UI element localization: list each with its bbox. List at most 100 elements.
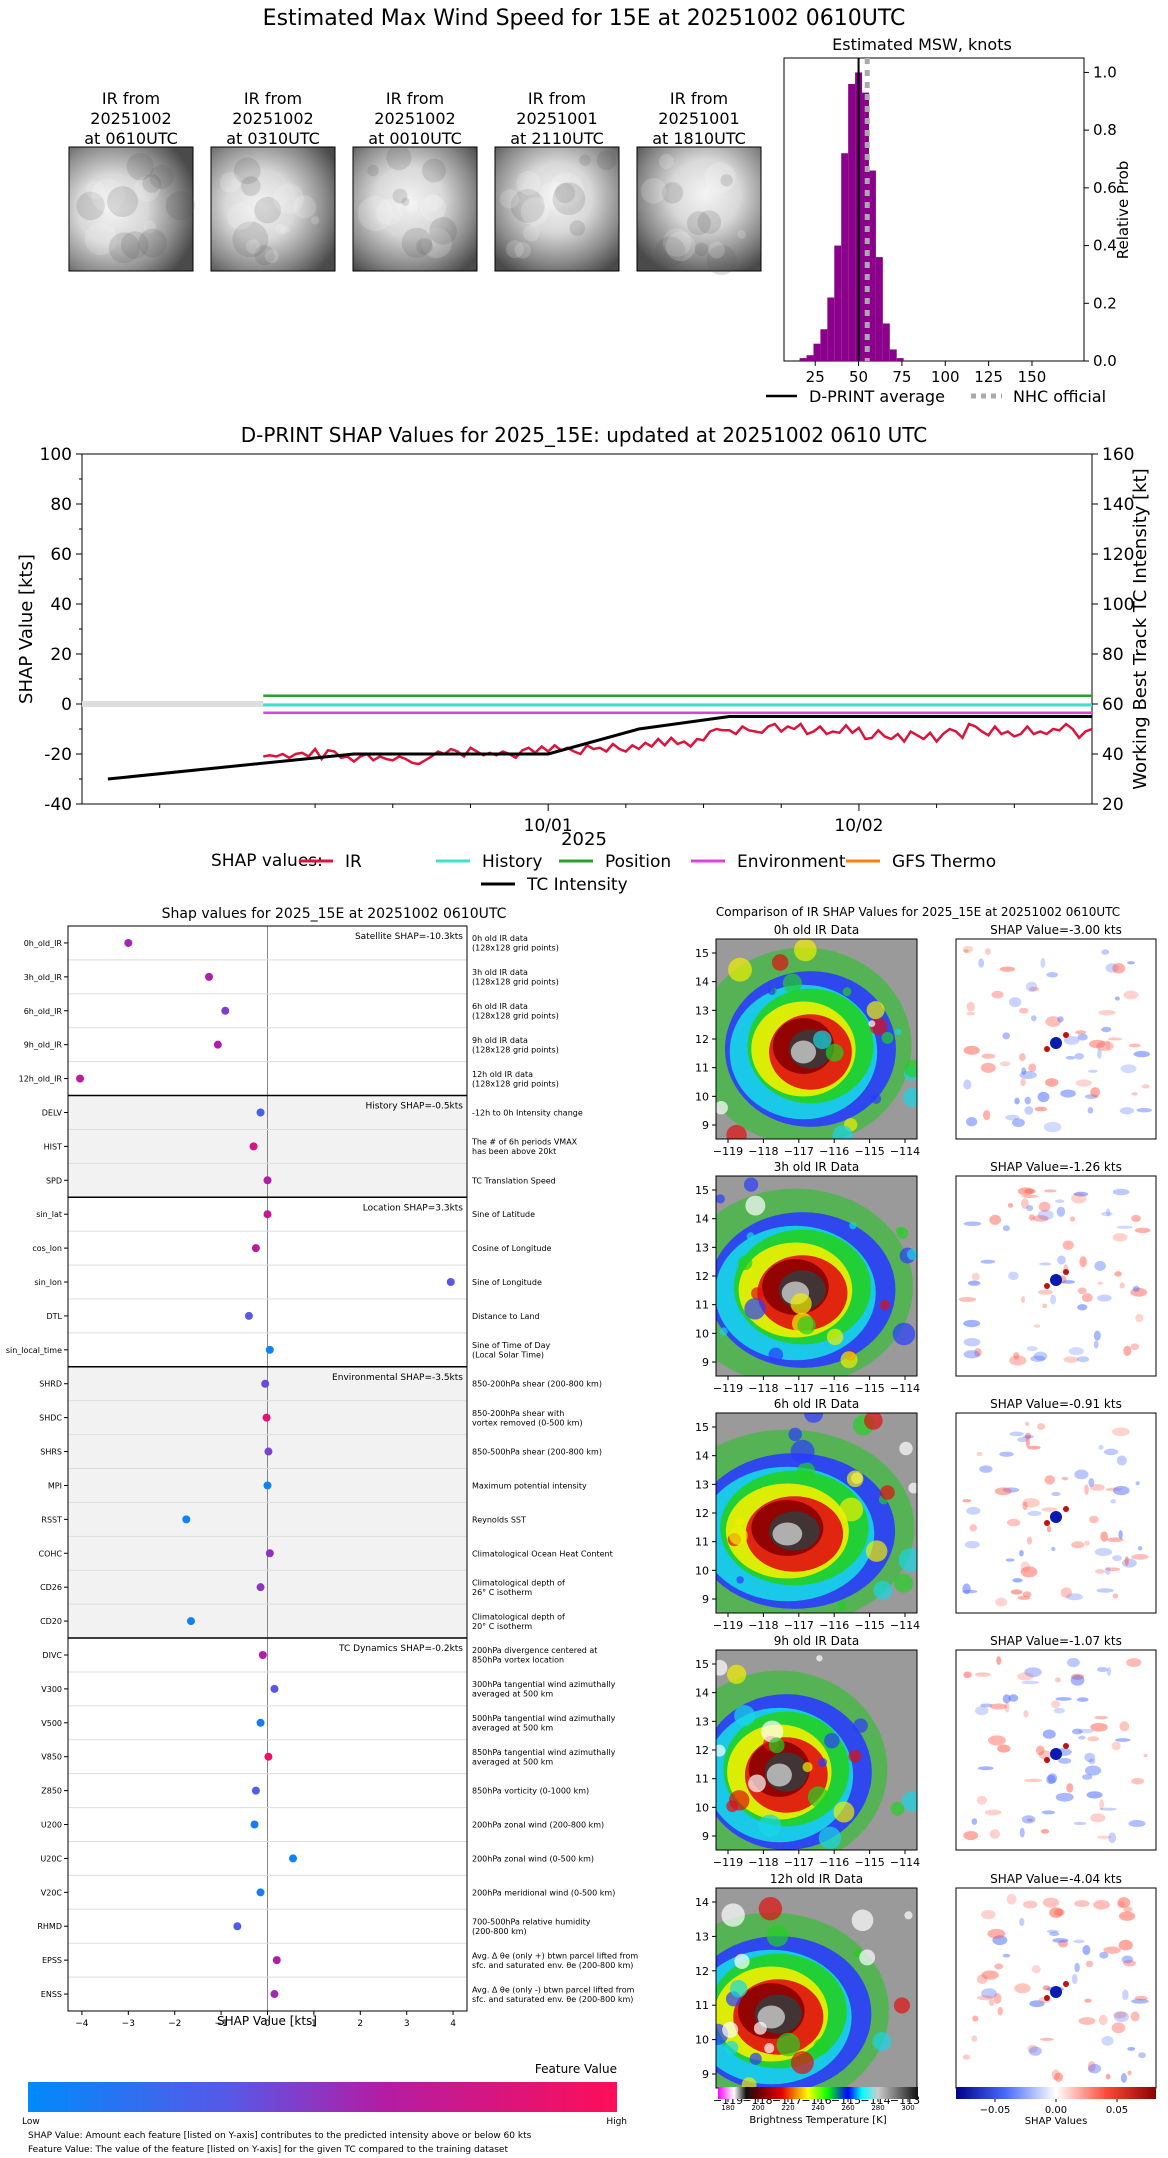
ts-y2tick-label: 80 (1102, 645, 1124, 665)
shap-core-blob (1063, 1743, 1069, 1749)
bee-feature-description: TC Translation Speed (471, 1176, 556, 1185)
ir-cloud-cell (751, 1287, 764, 1300)
ir-ytick-label: 14 (695, 1213, 709, 1226)
bee-feature-description: 850-200hPa shear (200-800 km) (472, 1380, 602, 1389)
shap-blob (1021, 1067, 1027, 1076)
bee-feature-name: sin_lon (34, 1278, 62, 1287)
ts-y2tick-label: 160 (1102, 445, 1134, 465)
shap-blob (1019, 1827, 1025, 1838)
shap-blob (966, 1011, 976, 1016)
bee-feature-point (265, 1549, 274, 1558)
ir-xtick-label: −115 (854, 1856, 884, 1869)
shap-blob (1094, 1260, 1106, 1271)
ir-cloud-texture (510, 189, 545, 223)
shap-blob (1019, 1549, 1024, 1557)
bee-feature-name: RSST (41, 1515, 62, 1524)
bt-colorbar-tick-label: 300 (901, 2104, 914, 2112)
shap-blob (1104, 1566, 1111, 1576)
ir-xtick-label: −114 (890, 1145, 920, 1158)
ir-cloud-texture (514, 242, 531, 259)
ir-cloud-cell (813, 2038, 830, 2055)
ir-cloud-cell (716, 1100, 728, 1115)
shap-blob (1093, 1899, 1110, 1910)
ir-xtick-label: −114 (890, 1382, 920, 1395)
ir-cloud-cell (726, 1800, 739, 1813)
shap-blob (1022, 1591, 1032, 1598)
shap-blob (1137, 1546, 1143, 1551)
msw-ylabel: Relative Prob (1114, 161, 1132, 260)
ir-thumbnail-label: at 0010UTC (368, 129, 462, 148)
ir-thumbnail-image (352, 146, 478, 272)
ir-xtick-label: −116 (819, 1382, 849, 1395)
shap-blob (1058, 1757, 1072, 1764)
shap-blob (1004, 1702, 1010, 1713)
shap-blob (1123, 990, 1139, 1000)
ir-cloud-cell (734, 1953, 750, 1970)
shap-blob (1017, 1672, 1034, 1681)
shap-blob (1088, 1758, 1096, 1765)
shap-blob (1097, 1294, 1112, 1302)
legend-nhc-label: NHC official (1013, 387, 1106, 406)
shap-blob (1011, 1118, 1025, 1127)
msw-bar (806, 355, 814, 361)
shap-colorbar-tick-label: 0.05 (1106, 2105, 1128, 2116)
bee-feature-name: ENSS (41, 1990, 62, 1999)
ir-cloud-cell (812, 1030, 832, 1050)
shap-blob (1046, 971, 1059, 978)
shap-blob (1005, 1558, 1015, 1562)
shap-blob (1057, 1255, 1066, 1265)
bee-feature-name: U20C (40, 1854, 62, 1863)
shap-blob (1089, 1515, 1099, 1524)
bee-feature-description: 20° C isotherm (472, 1622, 532, 1631)
msw-bar (827, 297, 835, 361)
ir-cloud-texture (392, 188, 408, 204)
bee-feature-description: averaged at 500 km (472, 1690, 553, 1699)
shap-blob (1037, 1289, 1053, 1295)
shap-blob (1094, 1715, 1109, 1720)
shap-blob (1051, 1546, 1056, 1551)
shap-blob (1031, 1965, 1041, 1974)
shap-blob (1076, 1697, 1089, 1702)
ir-cloud-texture (569, 220, 586, 236)
shap-blob (1031, 1015, 1037, 1022)
shap-blob (1105, 1487, 1122, 1492)
ir-cloud-cell (879, 1299, 890, 1311)
shap-blob (1084, 1540, 1090, 1546)
ir-cloud-texture (134, 175, 160, 202)
shap-blob (1101, 2035, 1114, 2046)
msw-bar (875, 257, 883, 361)
ir-xtick-label: −118 (748, 1145, 778, 1158)
shap-blob (1103, 1946, 1121, 1954)
shap-blob (1071, 1541, 1085, 1549)
ts-title: D-PRINT SHAP Values for 2025_15E: update… (241, 423, 928, 447)
bee-feature-name: CD26 (40, 1583, 62, 1592)
shap-blob (975, 1705, 989, 1716)
ir-cloud-cell (898, 1548, 917, 1572)
ir-comparison-row: 9h old IR Data SHAP Value=-1.07 kts −119 −1… (695, 1634, 1157, 1869)
shap-blob (1098, 1009, 1116, 1016)
ir-ytick-label: 10 (695, 2034, 709, 2047)
ir-cloud-cell (729, 1979, 748, 1998)
ir-cloud-cell (849, 1222, 857, 1230)
ir-cloud-cell (872, 2032, 892, 2051)
shap-blob (1099, 1951, 1109, 1959)
shap-blob (1065, 1593, 1083, 1601)
bee-feature-point (256, 1108, 265, 1117)
shap-blob (1096, 1666, 1108, 1673)
shap-blob (1028, 1214, 1035, 1221)
shap-blob (1103, 1448, 1119, 1456)
shap-blob (1093, 1340, 1099, 1349)
shap-blob (1071, 1193, 1087, 1204)
ir-xtick-label: −114 (890, 1619, 920, 1632)
ir-panel-title: 6h old IR Data (774, 1397, 860, 1411)
ir-ytick-label: 10 (695, 1327, 709, 1340)
shap-blob (962, 1589, 978, 1594)
shap-blob (1118, 1939, 1133, 1951)
shap-panel-frame (955, 1175, 1157, 1377)
ts-series-tc-intensity (107, 715, 1092, 781)
shap-blob (1084, 1752, 1096, 1763)
shap-blob (971, 1272, 980, 1281)
ir-cloud-cell (906, 1248, 917, 1260)
shap-blob (966, 1117, 978, 1127)
